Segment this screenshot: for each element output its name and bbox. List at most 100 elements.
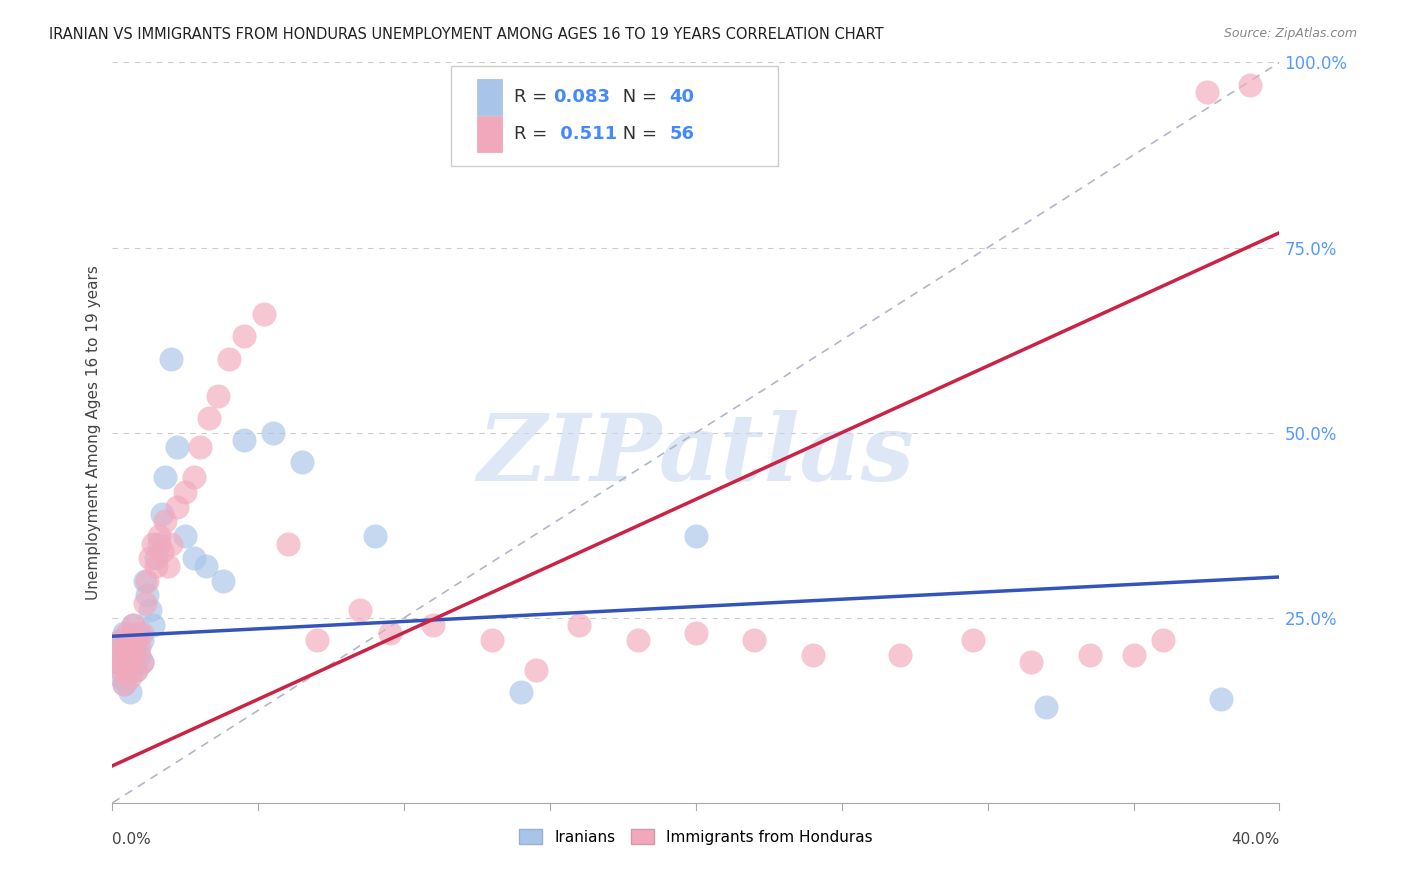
Point [118, 685, 141, 699]
Point [685, 529, 707, 543]
Point [197, 410, 219, 425]
Point [232, 433, 254, 447]
Point [627, 632, 650, 647]
Point [122, 648, 145, 662]
Point [160, 351, 183, 366]
FancyBboxPatch shape [451, 66, 778, 166]
Point [1122, 648, 1144, 662]
Point [962, 632, 984, 647]
Text: 0.0%: 0.0% [112, 831, 152, 847]
Point [174, 529, 197, 543]
FancyBboxPatch shape [477, 79, 502, 115]
Point [107, 655, 129, 669]
Point [291, 455, 314, 469]
Point [276, 536, 298, 550]
Point [134, 574, 156, 588]
Point [136, 589, 159, 603]
Point [1209, 692, 1232, 706]
Y-axis label: Unemployment Among Ages 16 to 19 years: Unemployment Among Ages 16 to 19 years [86, 265, 101, 600]
Point [150, 544, 173, 558]
Point [110, 632, 132, 647]
Text: R =: R = [515, 125, 553, 144]
Point [136, 574, 159, 588]
Point [118, 632, 141, 647]
Point [1239, 78, 1261, 92]
Point [128, 640, 150, 655]
Text: Source: ZipAtlas.com: Source: ZipAtlas.com [1223, 27, 1357, 40]
Text: IRANIAN VS IMMIGRANTS FROM HONDURAS UNEMPLOYMENT AMONG AGES 16 TO 19 YEARS CORRE: IRANIAN VS IMMIGRANTS FROM HONDURAS UNEM… [49, 27, 884, 42]
Point [104, 655, 127, 669]
Point [524, 663, 547, 677]
Point [112, 640, 135, 655]
Text: R =: R = [515, 88, 553, 106]
Point [174, 484, 197, 499]
Point [145, 551, 167, 566]
Point [232, 329, 254, 343]
Point [378, 625, 401, 640]
Point [139, 603, 162, 617]
Point [115, 655, 138, 669]
Point [125, 632, 148, 647]
Point [156, 558, 179, 573]
Text: 56: 56 [669, 125, 695, 144]
Point [422, 618, 444, 632]
Point [145, 558, 167, 573]
Point [166, 441, 188, 455]
Point [685, 625, 707, 640]
Point [112, 677, 135, 691]
Point [112, 677, 135, 691]
Point [131, 625, 153, 640]
Point [166, 500, 188, 514]
Point [148, 536, 170, 550]
Text: 0.083: 0.083 [554, 88, 610, 106]
Point [128, 648, 150, 662]
Point [153, 470, 176, 484]
Point [1152, 632, 1174, 647]
Point [568, 618, 591, 632]
Point [134, 596, 156, 610]
Point [115, 663, 138, 677]
FancyBboxPatch shape [477, 117, 502, 152]
Point [194, 558, 217, 573]
Point [142, 536, 165, 550]
Text: N =: N = [617, 88, 662, 106]
Point [742, 632, 765, 647]
Point [118, 670, 141, 684]
Point [364, 529, 387, 543]
Point [139, 551, 162, 566]
Point [183, 551, 205, 566]
Point [128, 625, 150, 640]
Point [509, 685, 531, 699]
Point [122, 618, 145, 632]
Point [153, 515, 176, 529]
Point [110, 632, 132, 647]
Point [150, 507, 173, 521]
Point [1021, 655, 1043, 669]
Point [107, 640, 129, 655]
Point [253, 307, 276, 321]
Point [188, 441, 211, 455]
Point [110, 663, 132, 677]
Point [131, 655, 153, 669]
Text: 40.0%: 40.0% [1232, 831, 1279, 847]
Text: N =: N = [617, 125, 662, 144]
Point [115, 625, 138, 640]
Point [131, 655, 153, 669]
Text: ZIPatlas: ZIPatlas [478, 409, 914, 500]
Text: 0.511: 0.511 [554, 125, 617, 144]
Point [118, 632, 141, 647]
Point [131, 632, 153, 647]
Point [160, 536, 183, 550]
Text: 40: 40 [669, 88, 695, 106]
Point [115, 648, 138, 662]
Point [218, 351, 240, 366]
Point [142, 618, 165, 632]
Point [1078, 648, 1101, 662]
Point [148, 529, 170, 543]
Point [349, 603, 371, 617]
Point [110, 670, 132, 684]
Point [207, 388, 229, 402]
Point [183, 470, 205, 484]
Legend: Iranians, Immigrants from Honduras: Iranians, Immigrants from Honduras [513, 822, 879, 851]
Point [212, 574, 235, 588]
